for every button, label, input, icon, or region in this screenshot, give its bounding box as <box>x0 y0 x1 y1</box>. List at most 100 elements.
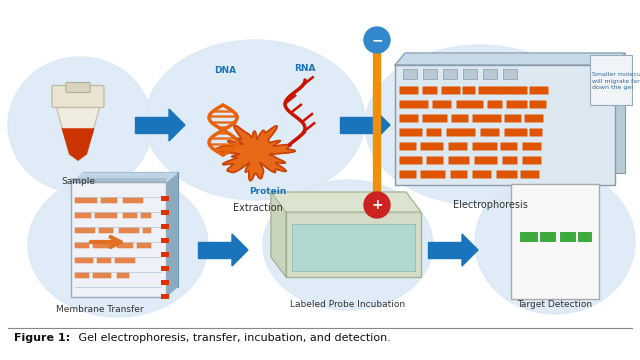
FancyBboxPatch shape <box>399 171 417 179</box>
Text: Figure 1:: Figure 1: <box>14 333 70 343</box>
FancyBboxPatch shape <box>75 243 90 248</box>
FancyBboxPatch shape <box>423 69 437 79</box>
FancyBboxPatch shape <box>590 55 632 105</box>
Polygon shape <box>135 117 169 133</box>
FancyBboxPatch shape <box>399 86 419 94</box>
FancyBboxPatch shape <box>472 143 497 150</box>
FancyBboxPatch shape <box>399 129 422 136</box>
FancyBboxPatch shape <box>95 213 117 218</box>
Ellipse shape <box>145 40 365 200</box>
FancyBboxPatch shape <box>442 86 461 94</box>
Text: RNA: RNA <box>294 64 316 73</box>
FancyBboxPatch shape <box>161 252 169 257</box>
Text: Gel electrophoresis, transfer, incubation, and detection.: Gel electrophoresis, transfer, incubatio… <box>75 333 391 343</box>
FancyBboxPatch shape <box>292 224 415 271</box>
FancyBboxPatch shape <box>463 86 476 94</box>
Text: DNA: DNA <box>214 66 236 75</box>
FancyBboxPatch shape <box>488 100 502 108</box>
Polygon shape <box>271 192 286 277</box>
FancyBboxPatch shape <box>529 86 548 94</box>
FancyBboxPatch shape <box>422 86 438 94</box>
Text: Labeled Probe Incubation: Labeled Probe Incubation <box>291 300 406 309</box>
FancyBboxPatch shape <box>520 232 538 242</box>
FancyBboxPatch shape <box>451 114 468 122</box>
FancyBboxPatch shape <box>52 85 104 108</box>
FancyBboxPatch shape <box>522 157 541 165</box>
Polygon shape <box>271 192 421 212</box>
FancyBboxPatch shape <box>426 157 444 165</box>
FancyBboxPatch shape <box>399 157 422 165</box>
FancyBboxPatch shape <box>161 280 169 285</box>
FancyBboxPatch shape <box>511 184 599 299</box>
FancyBboxPatch shape <box>420 143 444 150</box>
FancyBboxPatch shape <box>123 198 143 203</box>
Circle shape <box>364 27 390 53</box>
FancyBboxPatch shape <box>75 198 97 203</box>
FancyBboxPatch shape <box>449 157 470 165</box>
FancyBboxPatch shape <box>161 294 169 299</box>
FancyBboxPatch shape <box>504 129 527 136</box>
FancyBboxPatch shape <box>161 196 169 201</box>
FancyBboxPatch shape <box>161 266 169 271</box>
FancyBboxPatch shape <box>93 273 111 278</box>
Polygon shape <box>198 242 232 258</box>
FancyBboxPatch shape <box>433 100 451 108</box>
FancyBboxPatch shape <box>116 273 129 278</box>
FancyBboxPatch shape <box>520 171 540 179</box>
FancyBboxPatch shape <box>522 143 541 150</box>
Polygon shape <box>462 234 478 266</box>
FancyBboxPatch shape <box>71 182 166 297</box>
Polygon shape <box>395 53 625 65</box>
FancyBboxPatch shape <box>503 69 517 79</box>
Polygon shape <box>214 125 295 181</box>
FancyBboxPatch shape <box>449 143 467 150</box>
Text: +: + <box>371 198 383 212</box>
FancyBboxPatch shape <box>75 258 93 263</box>
FancyBboxPatch shape <box>578 232 592 242</box>
FancyBboxPatch shape <box>399 114 419 122</box>
FancyBboxPatch shape <box>75 213 92 218</box>
Polygon shape <box>428 242 462 258</box>
FancyBboxPatch shape <box>474 157 497 165</box>
Ellipse shape <box>475 170 635 314</box>
FancyBboxPatch shape <box>395 65 615 185</box>
FancyBboxPatch shape <box>99 228 113 233</box>
FancyBboxPatch shape <box>116 243 133 248</box>
FancyBboxPatch shape <box>540 232 556 242</box>
FancyBboxPatch shape <box>504 114 522 122</box>
FancyBboxPatch shape <box>506 100 527 108</box>
FancyBboxPatch shape <box>472 114 502 122</box>
Polygon shape <box>56 105 100 161</box>
Polygon shape <box>165 173 177 297</box>
FancyBboxPatch shape <box>426 129 442 136</box>
FancyBboxPatch shape <box>513 86 527 94</box>
Text: Membrane Transfer: Membrane Transfer <box>56 305 144 314</box>
FancyBboxPatch shape <box>422 114 447 122</box>
Text: Extraction: Extraction <box>233 203 283 213</box>
FancyBboxPatch shape <box>451 171 467 179</box>
FancyBboxPatch shape <box>560 232 576 242</box>
FancyBboxPatch shape <box>66 82 90 93</box>
FancyBboxPatch shape <box>143 228 151 233</box>
FancyBboxPatch shape <box>71 178 166 186</box>
FancyBboxPatch shape <box>405 53 625 173</box>
FancyBboxPatch shape <box>481 129 499 136</box>
Ellipse shape <box>8 57 152 193</box>
FancyBboxPatch shape <box>529 129 543 136</box>
FancyBboxPatch shape <box>137 243 151 248</box>
FancyBboxPatch shape <box>97 258 111 263</box>
FancyBboxPatch shape <box>118 228 140 233</box>
FancyBboxPatch shape <box>472 171 492 179</box>
FancyBboxPatch shape <box>443 69 457 79</box>
FancyBboxPatch shape <box>502 157 518 165</box>
Polygon shape <box>71 173 177 183</box>
FancyBboxPatch shape <box>161 224 169 229</box>
Text: Electrophoresis: Electrophoresis <box>452 200 527 210</box>
Text: Protein: Protein <box>250 187 287 196</box>
FancyBboxPatch shape <box>123 213 138 218</box>
FancyBboxPatch shape <box>497 86 513 94</box>
FancyBboxPatch shape <box>93 243 111 248</box>
FancyBboxPatch shape <box>447 129 476 136</box>
Polygon shape <box>340 117 374 133</box>
Ellipse shape <box>365 45 595 205</box>
